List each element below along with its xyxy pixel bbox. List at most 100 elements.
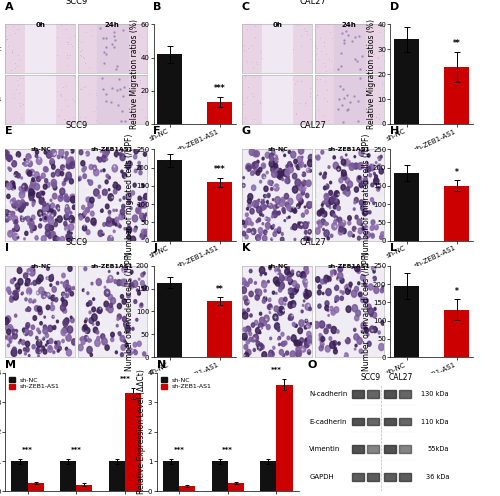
Circle shape [291, 227, 292, 230]
Circle shape [285, 169, 290, 176]
Circle shape [52, 315, 54, 318]
Circle shape [38, 355, 40, 357]
Circle shape [296, 340, 300, 346]
Circle shape [142, 184, 144, 187]
Text: O: O [308, 360, 318, 370]
Circle shape [361, 330, 363, 333]
Circle shape [64, 196, 68, 201]
Circle shape [29, 186, 32, 191]
Text: *: * [455, 287, 458, 296]
Circle shape [331, 273, 334, 276]
Circle shape [302, 273, 304, 276]
Text: SCC9: SCC9 [65, 238, 88, 247]
Circle shape [130, 270, 133, 274]
Text: B: B [154, 2, 162, 12]
Circle shape [28, 189, 34, 195]
Circle shape [63, 181, 66, 185]
Circle shape [344, 285, 348, 290]
Circle shape [324, 172, 326, 176]
Circle shape [330, 234, 333, 238]
Circle shape [358, 178, 360, 182]
Circle shape [268, 305, 271, 310]
Circle shape [321, 219, 326, 225]
Circle shape [92, 323, 94, 325]
Circle shape [18, 279, 23, 285]
Circle shape [290, 151, 296, 158]
Circle shape [299, 342, 302, 346]
Circle shape [44, 217, 46, 219]
Circle shape [262, 281, 264, 284]
Circle shape [134, 300, 137, 304]
Circle shape [367, 304, 371, 310]
Circle shape [264, 272, 266, 275]
Circle shape [26, 278, 29, 283]
Circle shape [121, 345, 126, 350]
Circle shape [81, 339, 85, 345]
Circle shape [288, 150, 290, 153]
Circle shape [304, 266, 308, 271]
Circle shape [292, 207, 296, 212]
Circle shape [323, 229, 324, 231]
Circle shape [26, 347, 29, 352]
Bar [352, 473, 364, 481]
Circle shape [294, 239, 296, 241]
Circle shape [114, 230, 115, 233]
Circle shape [346, 154, 347, 156]
Circle shape [68, 237, 72, 242]
Circle shape [244, 224, 246, 228]
Circle shape [253, 151, 258, 157]
Circle shape [122, 214, 125, 219]
Circle shape [285, 179, 288, 183]
Circle shape [9, 168, 12, 171]
Circle shape [10, 326, 13, 331]
Circle shape [44, 216, 48, 221]
Circle shape [244, 296, 248, 301]
Circle shape [64, 222, 67, 226]
Circle shape [22, 184, 27, 190]
Circle shape [334, 307, 338, 313]
Circle shape [326, 186, 328, 189]
Circle shape [280, 275, 284, 281]
Circle shape [286, 178, 290, 184]
Circle shape [84, 166, 86, 170]
Circle shape [264, 315, 269, 322]
Circle shape [66, 234, 70, 239]
Circle shape [303, 274, 306, 278]
Circle shape [65, 156, 67, 159]
Circle shape [38, 306, 42, 312]
Circle shape [256, 289, 258, 293]
Circle shape [8, 290, 11, 294]
Circle shape [10, 199, 14, 204]
Circle shape [66, 234, 71, 241]
Circle shape [256, 170, 260, 175]
Circle shape [86, 230, 90, 235]
Circle shape [30, 219, 32, 221]
Circle shape [284, 268, 290, 275]
Circle shape [83, 174, 86, 179]
Circle shape [61, 298, 64, 301]
Circle shape [260, 233, 262, 236]
Circle shape [294, 340, 296, 343]
Circle shape [64, 318, 69, 324]
Circle shape [352, 305, 358, 312]
Circle shape [274, 210, 276, 214]
Circle shape [134, 350, 136, 352]
Circle shape [30, 197, 32, 201]
Circle shape [278, 173, 282, 180]
Circle shape [43, 349, 47, 354]
Text: SCC9: SCC9 [360, 373, 381, 382]
Circle shape [294, 159, 297, 164]
Circle shape [40, 349, 42, 352]
Circle shape [299, 222, 303, 227]
Circle shape [246, 229, 249, 233]
Circle shape [358, 292, 362, 297]
Circle shape [24, 348, 26, 351]
Circle shape [24, 159, 25, 161]
Circle shape [257, 160, 259, 163]
Bar [276, 384, 292, 491]
Circle shape [284, 154, 286, 157]
Circle shape [288, 198, 293, 205]
Circle shape [275, 196, 280, 204]
Circle shape [72, 218, 76, 223]
Circle shape [338, 221, 344, 229]
